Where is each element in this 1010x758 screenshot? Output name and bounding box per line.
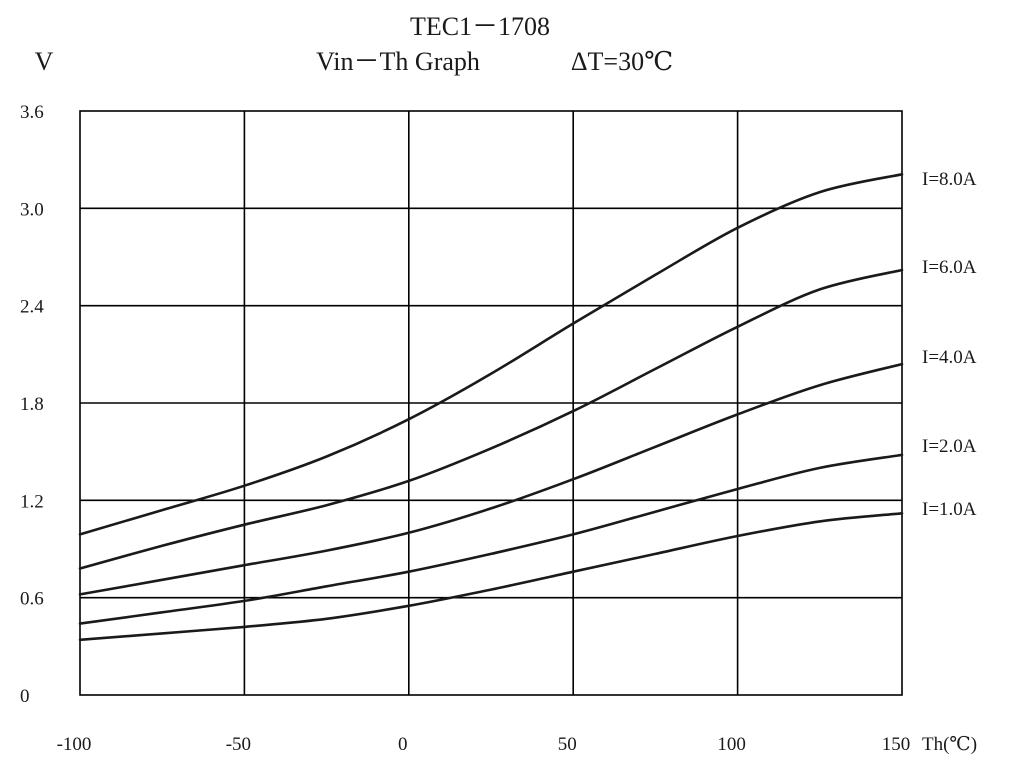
series-line-i-1-0a xyxy=(78,511,904,642)
x-tick-label: -50 xyxy=(226,734,251,755)
y-tick-label: 3.6 xyxy=(20,102,44,123)
y-tick-label: 1.8 xyxy=(20,394,44,415)
chart-subtitle: Vin－Th Graph xyxy=(316,47,480,76)
y-axis-label: V xyxy=(35,47,54,76)
series-label-i-6-0a: I=6.0A xyxy=(922,257,977,278)
chart-title: TEC1－1708 xyxy=(410,12,550,41)
y-tick-label: 0.6 xyxy=(20,589,44,610)
y-tick-label: 0 xyxy=(20,686,30,707)
x-tick-label: 100 xyxy=(717,734,746,755)
series-label-i-4-0a: I=4.0A xyxy=(922,347,977,368)
y-tick-label: 2.4 xyxy=(20,297,44,318)
y-tick-label: 3.0 xyxy=(20,199,44,220)
series-line-i-8-0a xyxy=(78,173,904,536)
series-label-i-2-0a: I=2.0A xyxy=(922,436,977,457)
x-axis-ticks: -100 -50 0 50 100 150 xyxy=(57,734,911,755)
series-label-i-8-0a: I=8.0A xyxy=(922,169,977,190)
series-line-i-6-0a xyxy=(78,268,904,570)
x-tick-label: 150 xyxy=(882,734,911,755)
series-labels: I=8.0A I=6.0A I=4.0A I=2.0A I=1.0A xyxy=(922,169,977,520)
series-line-i-2-0a xyxy=(78,453,904,625)
x-tick-label: -100 xyxy=(57,734,92,755)
x-axis-label: Th(℃) xyxy=(922,734,977,755)
series-label-i-1-0a: I=1.0A xyxy=(922,499,977,520)
series-line-i-4-0a xyxy=(78,362,904,596)
chart-condition: ΔT=30℃ xyxy=(571,47,673,76)
y-axis-ticks: 0 0.6 1.2 1.8 2.4 3.0 3.6 xyxy=(20,102,44,707)
y-tick-label: 1.2 xyxy=(20,491,44,512)
x-tick-label: 0 xyxy=(398,734,408,755)
series-curves xyxy=(78,173,904,642)
plot-grid xyxy=(79,110,903,696)
x-tick-label: 50 xyxy=(558,734,577,755)
